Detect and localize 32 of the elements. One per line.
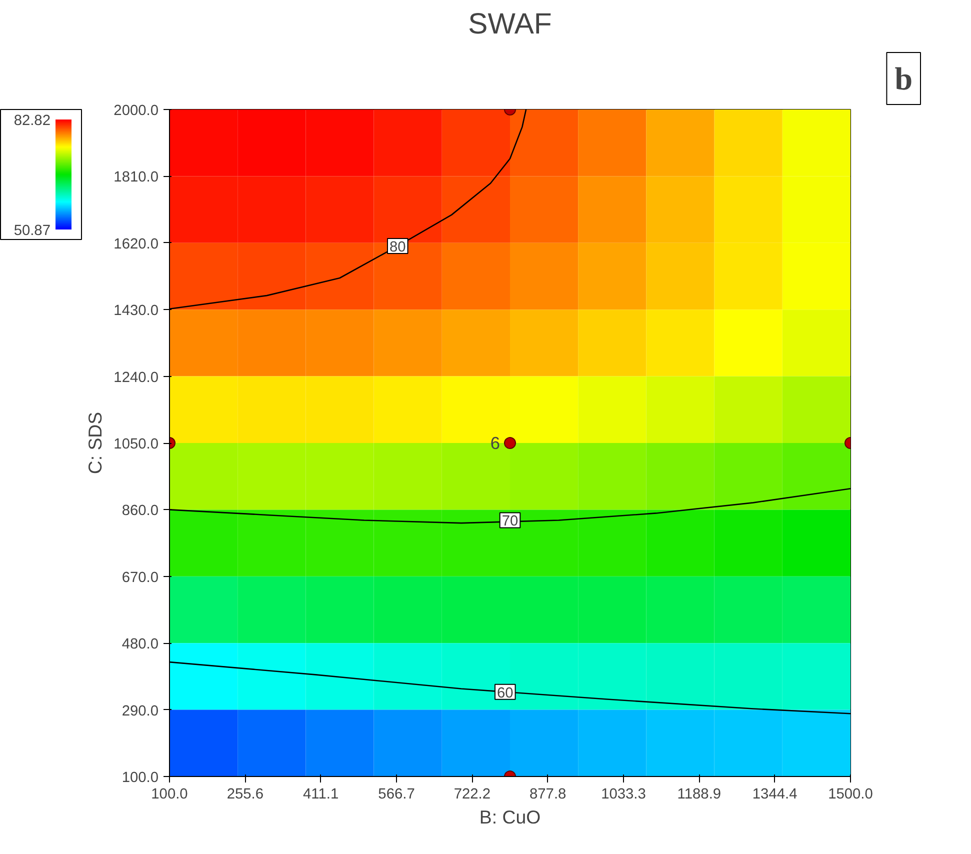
x-axis-title: B: CuO <box>479 806 541 828</box>
x-tick-label: 255.6 <box>226 786 264 802</box>
y-tick-label: 1620.0 <box>114 236 158 252</box>
annotation: 60 <box>496 685 514 702</box>
text: b <box>894 60 912 96</box>
x-tick-label: 566.7 <box>378 786 415 802</box>
y-tick-label: 290.0 <box>122 703 159 720</box>
x-tick-label: 1033.3 <box>601 786 646 802</box>
color-bar-label: 82.82 <box>14 113 51 129</box>
annotation: 80 <box>389 240 406 256</box>
x-tick-label: 100.0 <box>151 786 188 802</box>
x-tick-label: 1188.9 <box>677 786 722 802</box>
x-tick-label: 411.1 <box>303 786 339 802</box>
point <box>504 437 516 449</box>
y-tick-label: 480.0 <box>122 636 159 653</box>
y-tick-label: 100.0 <box>122 770 159 786</box>
x-tick-label: 877.8 <box>530 786 566 802</box>
x-tick-label: 1344.4 <box>752 786 798 802</box>
x-tick-label: 722.2 <box>454 786 491 802</box>
y-tick-label: 1430.0 <box>114 303 158 320</box>
y-tick-label: 1810.0 <box>114 170 158 186</box>
y-tick-label: 2000.0 <box>114 103 158 119</box>
chart-title: SWAF <box>468 8 552 40</box>
y-tick-label: 1050.0 <box>114 436 158 452</box>
y-tick-label: 1240.0 <box>114 370 158 386</box>
annotation: 70 <box>502 514 518 530</box>
y-tick-label: 670.0 <box>122 570 159 586</box>
y-axis-title: C: SDS <box>84 412 106 474</box>
x-tick-label: 1500.0 <box>828 786 873 802</box>
color-bar-label: 50.87 <box>14 223 51 239</box>
annotation: 6 <box>490 433 500 453</box>
y-tick-label: 860.0 <box>122 503 159 520</box>
